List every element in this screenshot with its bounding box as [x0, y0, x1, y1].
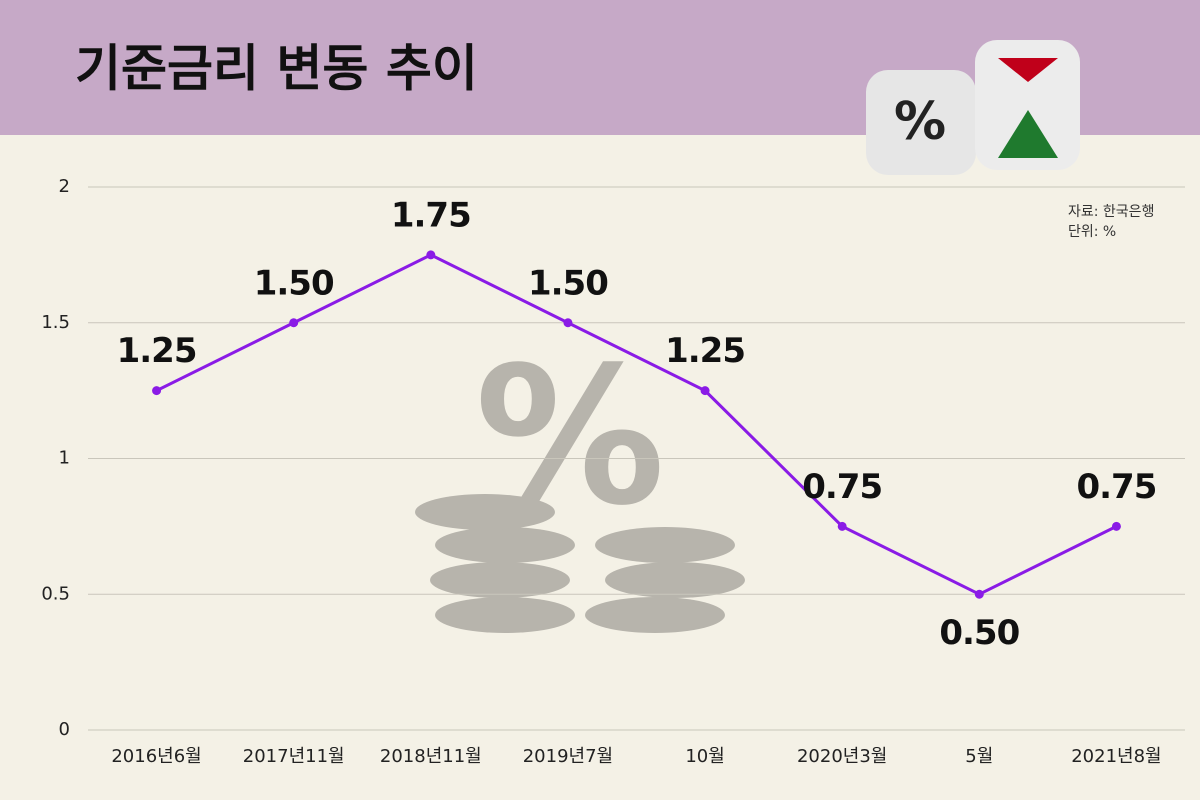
x-tick-label: 5월: [965, 746, 993, 767]
data-label: 1.25: [117, 331, 197, 371]
svg-text:%: %: [894, 92, 946, 152]
dice-icon: %: [866, 40, 1080, 175]
x-tick-label: 2016년6월: [111, 746, 201, 767]
data-label: 1.50: [528, 263, 608, 303]
point: [1111, 521, 1121, 531]
data-label: 0.50: [939, 613, 1019, 653]
y-tick-label: 0: [59, 719, 70, 740]
point: [289, 318, 299, 328]
data-label: 1.75: [391, 195, 471, 235]
point: [700, 386, 710, 396]
source-note: 자료: 한국은행: [1068, 204, 1154, 220]
unit-note: 단위: %: [1068, 224, 1116, 240]
x-tick-label: 2020년3월: [797, 746, 887, 767]
data-label: 0.75: [1076, 467, 1156, 507]
data-label: 0.75: [802, 467, 882, 507]
chart-title: 기준금리 변동 추이: [75, 40, 478, 98]
y-tick-label: 2: [59, 176, 70, 197]
point: [426, 250, 436, 260]
y-tick-label: 1: [59, 448, 70, 469]
x-tick-label: 2018년11월: [380, 746, 482, 767]
data-label: 1.50: [254, 263, 334, 303]
y-tick-label: 0.5: [41, 583, 70, 604]
x-tick-label: 2019년7월: [523, 746, 613, 767]
x-tick-label: 2021년8월: [1071, 746, 1161, 767]
data-label: 1.25: [665, 331, 745, 371]
point: [152, 386, 162, 396]
point: [563, 318, 573, 328]
point: [837, 521, 847, 531]
x-tick-label: 2017년11월: [243, 746, 345, 767]
x-tick-label: 10월: [685, 746, 724, 767]
y-tick-label: 1.5: [41, 312, 70, 333]
line: [155, 253, 1118, 596]
point: [974, 589, 984, 599]
background-illustration: %: [415, 326, 745, 633]
